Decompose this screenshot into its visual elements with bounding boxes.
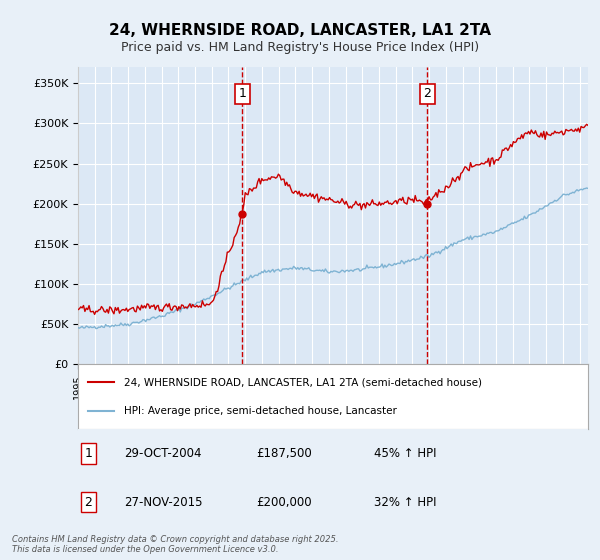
Text: 24, WHERNSIDE ROAD, LANCASTER, LA1 2TA: 24, WHERNSIDE ROAD, LANCASTER, LA1 2TA [109,24,491,38]
Text: 1: 1 [84,447,92,460]
Text: 27-NOV-2015: 27-NOV-2015 [124,496,202,508]
Text: 32% ↑ HPI: 32% ↑ HPI [374,496,436,508]
Text: 45% ↑ HPI: 45% ↑ HPI [374,447,436,460]
Text: 2: 2 [84,496,92,508]
Text: £187,500: £187,500 [257,447,312,460]
Text: HPI: Average price, semi-detached house, Lancaster: HPI: Average price, semi-detached house,… [124,406,397,416]
Text: £200,000: £200,000 [257,496,312,508]
Text: 2: 2 [424,87,431,100]
Text: Contains HM Land Registry data © Crown copyright and database right 2025.
This d: Contains HM Land Registry data © Crown c… [12,535,338,554]
Text: 29-OCT-2004: 29-OCT-2004 [124,447,202,460]
Text: 1: 1 [238,87,247,100]
Text: Price paid vs. HM Land Registry's House Price Index (HPI): Price paid vs. HM Land Registry's House … [121,41,479,54]
Text: 24, WHERNSIDE ROAD, LANCASTER, LA1 2TA (semi-detached house): 24, WHERNSIDE ROAD, LANCASTER, LA1 2TA (… [124,377,482,388]
